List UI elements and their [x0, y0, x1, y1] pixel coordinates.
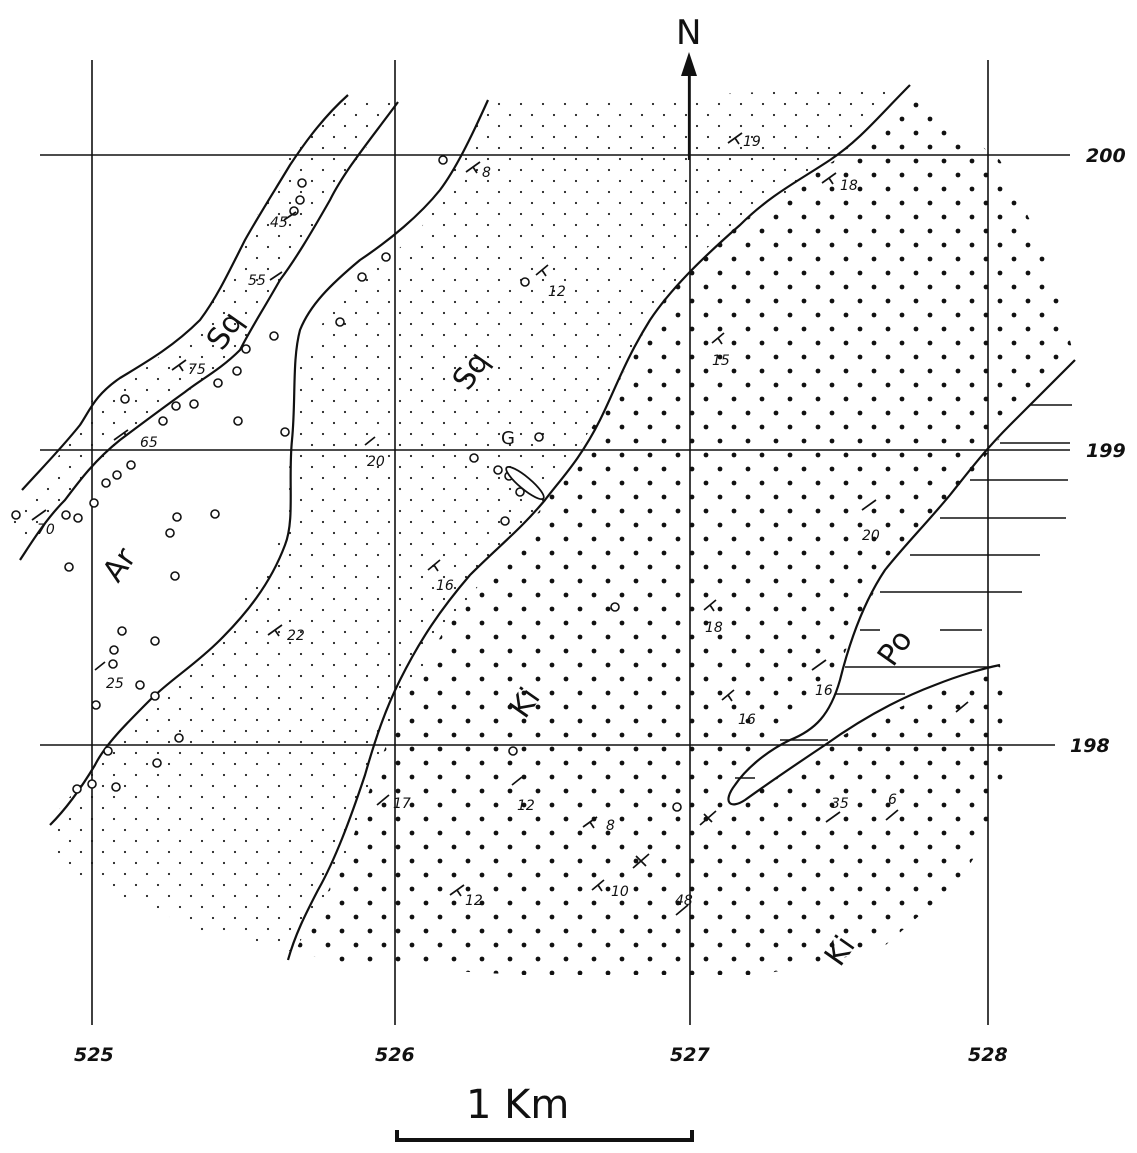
dip-label: 48: [675, 893, 693, 909]
dip-label: 22: [287, 628, 305, 644]
dip-label: 35: [831, 796, 849, 812]
dip-label: 18: [840, 178, 858, 194]
dip-label: 16: [436, 578, 454, 594]
contact-ki-po: [727, 359, 1076, 806]
unit-sq-main-fill: [50, 85, 910, 960]
sample-symbols: [11, 155, 682, 812]
dip-label: 8: [482, 165, 491, 181]
unit-ki-fill: [290, 85, 1075, 975]
grid-x-label: 527: [670, 1044, 710, 1066]
geologic-contacts: [19, 84, 1076, 961]
grid-labels: 525 526 527 528 200 199 198: [74, 145, 1126, 1066]
grid-y-label: 198: [1070, 735, 1110, 757]
dip-label: 16: [815, 683, 833, 699]
contact-sq-strip-east: [19, 101, 399, 561]
dip-label: 16: [738, 712, 756, 728]
grid-y-label: 199: [1086, 440, 1126, 462]
dip-label: 12: [548, 284, 566, 300]
dip-label: 12: [517, 798, 535, 814]
locality-g-symbol: G: [501, 428, 545, 500]
grid-x-label: 528: [968, 1044, 1008, 1066]
dip-label: 8: [606, 818, 615, 834]
contact-sq-ki: [286, 84, 911, 961]
dip-label: 70: [37, 522, 55, 538]
north-label: N: [676, 13, 701, 53]
dip-label: 20: [367, 454, 385, 470]
dip-label: 12: [465, 893, 483, 909]
grid-x-label: 526: [375, 1044, 415, 1066]
unit-po-hatching: [735, 404, 1072, 779]
coordinate-grid: [40, 60, 1070, 1025]
dip-label: 45: [270, 215, 288, 231]
lithology-fills: [12, 85, 1075, 975]
dip-label: 17: [393, 796, 411, 812]
dip-label: 18: [705, 620, 723, 636]
contact-ar-sq: [49, 99, 490, 826]
locality-g-label: G: [501, 428, 515, 449]
dip-label: 25: [106, 676, 124, 692]
north-arrow: N: [676, 13, 701, 160]
strike-dip-symbols: [31, 132, 969, 916]
contact-sq-strip-west: [21, 94, 349, 491]
scale-bar-label: 1 Km: [466, 1082, 569, 1128]
dip-label: 65: [140, 435, 158, 451]
grid-y-label: 200: [1086, 145, 1126, 167]
scale-bar: 1 Km: [395, 1082, 694, 1142]
grid-x-label: 525: [74, 1044, 114, 1066]
dip-label: 55: [248, 273, 266, 289]
dip-label: 10: [611, 884, 629, 900]
dip-label: 20: [862, 528, 880, 544]
dip-label: 15: [712, 353, 730, 369]
dip-label: 19: [743, 134, 761, 150]
dip-label: 75: [188, 362, 206, 378]
unit-label-po: Po: [871, 624, 920, 673]
unit-label-ar: Ar: [96, 541, 144, 589]
dip-label: 6: [888, 792, 897, 808]
dip-labels: 19 8 18 45 55 12 15 75 65 20 70 20 16 22…: [37, 134, 897, 909]
unit-sq-strip-fill: [12, 95, 398, 560]
